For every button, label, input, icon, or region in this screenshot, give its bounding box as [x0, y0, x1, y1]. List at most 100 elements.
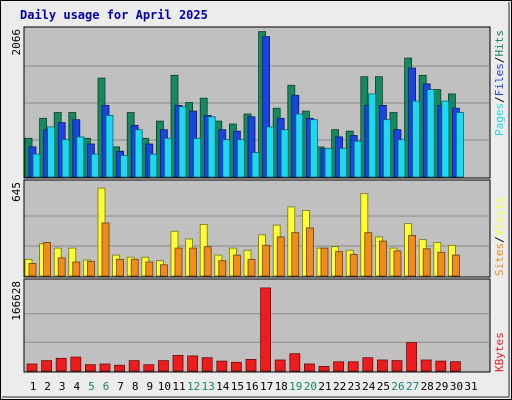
bar-kbytes-day-28 — [420, 359, 432, 372]
bar-pages-day-13 — [207, 116, 216, 178]
x-tick-label: 1 — [30, 380, 37, 393]
legend-kbytes: KBytes — [493, 332, 506, 372]
bar-sites-day-29 — [437, 251, 446, 277]
bar-sites-day-18 — [276, 236, 285, 277]
x-tick-label: 10 — [158, 380, 171, 393]
x-tick-label: 26 — [391, 380, 404, 393]
bar-sites-day-1 — [28, 262, 37, 277]
bar-pages-day-10 — [163, 137, 172, 178]
bar-kbytes-day-21 — [318, 365, 330, 372]
bar-pages-day-17 — [266, 126, 275, 178]
bar-pages-day-28 — [426, 89, 435, 178]
bar-sites-day-26 — [393, 250, 402, 277]
bar-sites-day-12 — [189, 247, 198, 277]
chart-panels: 2066 645 166628 — [10, 26, 491, 373]
bar-sites-day-19 — [291, 232, 300, 277]
bar-sites-day-14 — [218, 260, 227, 277]
bar-pages-day-12 — [193, 137, 202, 178]
x-tick-label: 18 — [275, 380, 288, 393]
chart-title: Daily usage for April 2025 — [20, 8, 208, 22]
series-pages — [32, 89, 464, 178]
bar-sites-day-10 — [159, 264, 168, 277]
bar-sites-day-16 — [247, 258, 256, 277]
bar-pages-day-23 — [353, 140, 362, 178]
bar-sites-day-3 — [57, 257, 66, 277]
legend-bottom: KBytes — [493, 332, 506, 372]
bar-pages-day-2 — [47, 126, 55, 178]
bar-pages-day-20 — [309, 119, 318, 178]
x-tick-label: 5 — [88, 380, 95, 393]
bar-kbytes-day-13 — [201, 357, 213, 372]
x-tick-label: 3 — [59, 380, 66, 393]
bar-pages-day-24 — [368, 93, 377, 178]
bar-kbytes-day-14 — [216, 360, 228, 372]
x-tick-label: 31 — [464, 380, 477, 393]
bar-pages-day-8 — [134, 129, 143, 178]
bar-sites-day-8 — [130, 258, 139, 277]
bar-kbytes-day-17 — [260, 287, 272, 372]
bar-sites-day-23 — [349, 253, 358, 277]
bar-pages-day-5 — [91, 153, 99, 178]
bar-kbytes-day-18 — [274, 359, 286, 372]
legend-separator: / — [493, 96, 506, 103]
bar-kbytes-day-12 — [187, 355, 199, 372]
x-tick-label: 4 — [73, 380, 80, 393]
bar-pages-day-30 — [455, 112, 464, 178]
bar-pages-day-29 — [441, 100, 450, 178]
bar-kbytes-day-27 — [406, 342, 418, 372]
legend-middle: Sites/Visits — [493, 197, 506, 277]
bar-files-day-17 — [262, 36, 271, 178]
bar-kbytes-day-5 — [85, 364, 96, 372]
bar-sites-day-17 — [262, 244, 271, 277]
bar-sites-day-5 — [87, 260, 95, 277]
bar-kbytes-day-6 — [99, 363, 111, 372]
bar-kbytes-day-1 — [26, 363, 38, 372]
bar-pages-day-9 — [149, 153, 158, 178]
legend-visits: Visits — [493, 197, 506, 237]
x-tick-label: 22 — [333, 380, 346, 393]
x-tick-label: 7 — [117, 380, 124, 393]
frame-shadow-right — [508, 2, 510, 398]
bar-kbytes-day-3 — [55, 357, 67, 372]
bar-sites-day-28 — [422, 248, 431, 277]
bar-pages-day-7 — [120, 155, 128, 178]
x-tick-labels: 1 2 3 4 5 6 7 8 9 10 11 12 13 14 15 16 17 18 19 20 21 22 23 24 2… — [30, 380, 478, 393]
panel-bottom-max-label: 166628 — [10, 281, 23, 321]
bar-files-day-16 — [247, 116, 256, 178]
panel-bottom: 166628 — [10, 278, 491, 373]
bar-kbytes-day-30 — [449, 361, 461, 372]
x-tick-label: 16 — [245, 380, 258, 393]
bar-kbytes-day-2 — [41, 360, 52, 372]
bar-kbytes-day-9 — [143, 364, 155, 372]
x-tick-label: 15 — [231, 380, 244, 393]
x-tick-label: 29 — [435, 380, 448, 393]
x-tick-label: 9 — [146, 380, 153, 393]
bar-pages-day-4 — [76, 136, 85, 178]
bar-sites-day-6 — [101, 222, 110, 277]
bar-pages-day-15 — [236, 139, 245, 178]
bar-sites-day-22 — [335, 251, 344, 277]
bar-kbytes-day-16 — [245, 358, 257, 372]
bar-sites-day-30 — [451, 254, 460, 277]
bar-kbytes-day-26 — [391, 360, 403, 372]
x-tick-label: 19 — [289, 380, 302, 393]
bar-kbytes-day-24 — [362, 357, 374, 372]
x-tick-label: 17 — [260, 380, 273, 393]
bar-pages-day-3 — [61, 139, 70, 178]
bar-kbytes-day-4 — [70, 356, 82, 372]
panel-bottom-background — [23, 278, 491, 373]
x-tick-label: 25 — [377, 380, 390, 393]
bar-pages-day-27 — [412, 100, 421, 178]
bar-kbytes-day-22 — [333, 361, 345, 372]
bar-kbytes-day-29 — [435, 360, 447, 372]
bar-sites-day-7 — [116, 258, 124, 277]
x-tick-label: 2 — [44, 380, 51, 393]
x-tick-label: 23 — [348, 380, 361, 393]
legend-files: Files — [493, 63, 506, 96]
bar-kbytes-day-7 — [114, 364, 125, 372]
bar-pages-day-16 — [251, 152, 260, 178]
legend-pages: Pages — [493, 103, 506, 136]
bar-sites-day-25 — [378, 240, 387, 277]
